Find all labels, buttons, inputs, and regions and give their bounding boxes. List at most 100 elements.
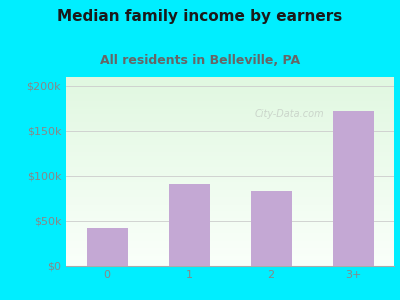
Bar xyxy=(66,250,394,252)
Bar xyxy=(66,165,394,167)
Bar xyxy=(250,191,292,266)
Bar xyxy=(66,120,394,122)
Bar xyxy=(66,90,394,92)
Bar xyxy=(66,262,394,264)
Bar xyxy=(66,173,394,175)
Bar xyxy=(66,199,394,201)
Bar xyxy=(66,86,394,88)
Bar xyxy=(66,76,394,78)
Bar xyxy=(66,245,394,247)
Bar xyxy=(66,169,394,171)
Bar xyxy=(66,131,394,133)
Bar xyxy=(66,129,394,131)
Bar xyxy=(66,254,394,256)
Bar xyxy=(66,239,394,241)
Bar xyxy=(66,80,394,82)
Bar xyxy=(66,224,394,226)
Bar xyxy=(66,175,394,177)
Bar xyxy=(66,99,394,101)
Bar xyxy=(66,82,394,84)
Bar xyxy=(66,196,394,197)
Bar xyxy=(66,110,394,112)
Bar xyxy=(66,150,394,152)
Bar xyxy=(66,241,394,243)
Bar xyxy=(66,95,394,97)
Bar xyxy=(66,233,394,235)
Bar xyxy=(66,256,394,258)
Bar xyxy=(66,156,394,158)
Bar xyxy=(66,228,394,230)
Bar xyxy=(332,111,374,266)
Bar xyxy=(66,171,394,173)
Bar xyxy=(66,207,394,209)
Bar xyxy=(66,182,394,184)
Bar xyxy=(66,186,394,188)
Bar xyxy=(66,232,394,233)
Bar xyxy=(66,209,394,211)
Bar xyxy=(66,220,394,222)
Bar xyxy=(66,192,394,194)
Bar xyxy=(66,213,394,214)
Bar xyxy=(66,216,394,218)
Text: City-Data.com: City-Data.com xyxy=(254,109,324,119)
Bar xyxy=(168,184,210,266)
Bar xyxy=(66,222,394,224)
Bar xyxy=(66,88,394,90)
Bar xyxy=(66,164,394,165)
Bar xyxy=(66,190,394,192)
Bar xyxy=(66,116,394,118)
Bar xyxy=(66,84,394,86)
Bar xyxy=(66,141,394,143)
Bar xyxy=(66,128,394,129)
Bar xyxy=(66,167,394,169)
Bar xyxy=(66,158,394,160)
Bar xyxy=(66,181,394,182)
Bar xyxy=(66,154,394,156)
Bar xyxy=(66,211,394,213)
Bar xyxy=(66,178,394,181)
Bar xyxy=(66,194,394,196)
Bar xyxy=(66,188,394,190)
Text: All residents in Belleville, PA: All residents in Belleville, PA xyxy=(100,54,300,67)
Bar xyxy=(66,197,394,199)
Bar xyxy=(66,252,394,254)
Bar xyxy=(66,92,394,94)
Bar xyxy=(66,97,394,99)
Bar xyxy=(66,139,394,141)
Bar xyxy=(86,228,128,266)
Bar xyxy=(66,201,394,203)
Bar xyxy=(66,124,394,126)
Bar xyxy=(66,112,394,114)
Bar xyxy=(66,122,394,124)
Bar xyxy=(66,94,394,95)
Bar xyxy=(66,184,394,186)
Bar xyxy=(66,105,394,107)
Bar xyxy=(66,114,394,116)
Bar xyxy=(66,264,394,266)
Bar xyxy=(66,218,394,220)
Bar xyxy=(66,230,394,232)
Bar xyxy=(66,103,394,105)
Bar xyxy=(66,109,394,110)
Bar xyxy=(66,135,394,137)
Bar xyxy=(66,177,394,178)
Bar xyxy=(66,107,394,109)
Bar xyxy=(66,137,394,139)
Bar xyxy=(66,126,394,127)
Text: Median family income by earners: Median family income by earners xyxy=(57,9,343,24)
Bar xyxy=(66,226,394,228)
Bar xyxy=(66,145,394,146)
Bar xyxy=(66,214,394,216)
Bar xyxy=(66,161,394,164)
Bar xyxy=(66,203,394,205)
Bar xyxy=(66,247,394,248)
Bar xyxy=(66,148,394,150)
Bar xyxy=(66,78,394,80)
Bar xyxy=(66,248,394,250)
Bar xyxy=(66,205,394,207)
Bar xyxy=(66,160,394,161)
Bar xyxy=(66,101,394,103)
Bar xyxy=(66,133,394,135)
Bar xyxy=(66,243,394,245)
Bar xyxy=(66,118,394,120)
